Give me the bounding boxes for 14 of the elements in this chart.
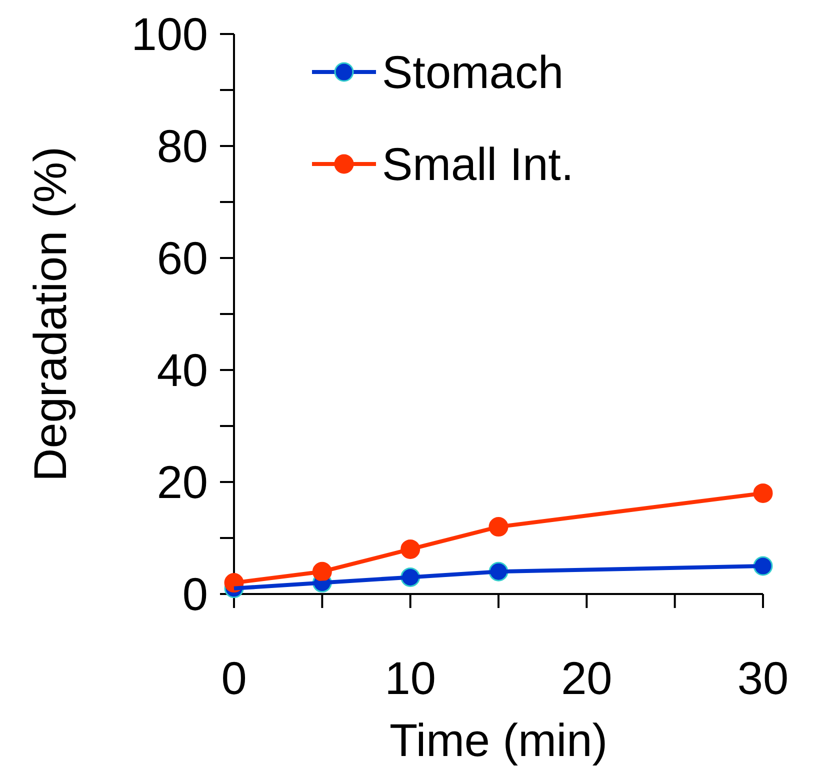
x-tick-label: 20 xyxy=(561,652,612,704)
y-tick-label: 40 xyxy=(156,344,208,396)
x-tick-label: 30 xyxy=(737,652,789,704)
legend-label: Small Int. xyxy=(382,138,574,190)
y-tick-label: 60 xyxy=(156,232,208,284)
y-axis-title: Degradation (%) xyxy=(24,146,76,482)
x-axis-title: Time (min) xyxy=(389,714,608,766)
x-tick-label: 0 xyxy=(221,652,247,704)
legend-label: Stomach xyxy=(382,46,564,98)
y-tick-label: 0 xyxy=(182,568,208,620)
y-tick-label: 100 xyxy=(131,8,208,60)
y-tick-label: 80 xyxy=(156,120,208,172)
y-tick-label: 20 xyxy=(156,456,208,508)
x-tick-label: 10 xyxy=(384,652,436,704)
